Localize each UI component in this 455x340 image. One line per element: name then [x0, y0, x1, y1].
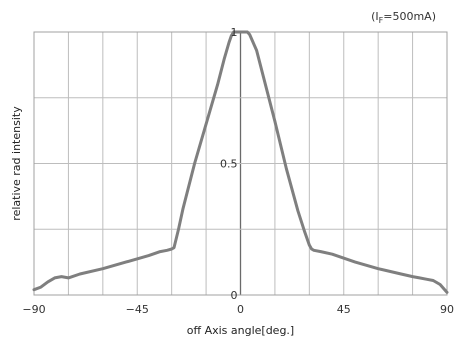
- test-condition: (IF=500mA): [371, 10, 436, 25]
- y-tick-label: 0.5: [220, 158, 238, 171]
- y-axis-label: relative rad intensity: [10, 106, 23, 221]
- y-tick-label: 0: [231, 289, 238, 302]
- condition-suffix: =500mA): [383, 10, 436, 23]
- intensity-curve: [32, 30, 449, 294]
- chart-grid: [34, 32, 447, 295]
- x-tick-label: −45: [126, 303, 149, 316]
- y-tick-labels: 00.51: [220, 26, 238, 302]
- x-tick-labels: −90 −45 0 45 90: [22, 303, 454, 316]
- condition-prefix: (I: [371, 10, 379, 23]
- x-tick-label: 90: [440, 303, 454, 316]
- x-axis-label: off Axis angle[deg.]: [187, 324, 294, 337]
- condition-subscript: F: [379, 16, 384, 25]
- y-tick-label: 1: [231, 26, 238, 39]
- series-layer: [32, 30, 449, 294]
- x-tick-label: −90: [22, 303, 45, 316]
- x-tick-label: 0: [237, 303, 244, 316]
- x-tick-label: 45: [337, 303, 351, 316]
